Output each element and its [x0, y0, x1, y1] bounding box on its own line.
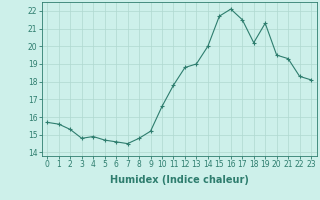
X-axis label: Humidex (Indice chaleur): Humidex (Indice chaleur) — [110, 175, 249, 185]
